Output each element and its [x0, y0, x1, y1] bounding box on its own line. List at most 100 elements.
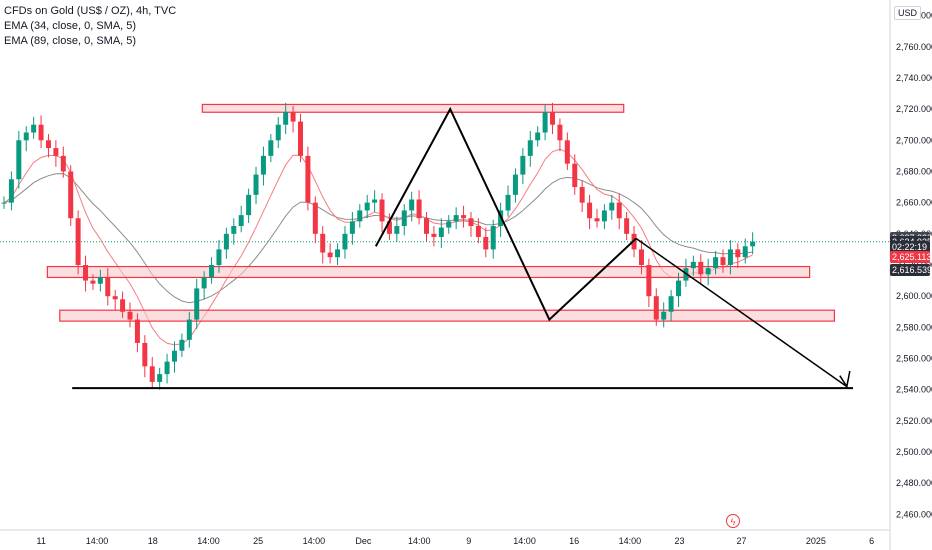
x-tick-label: 18 — [148, 536, 158, 546]
x-tick-label: 9 — [466, 536, 471, 546]
candle-body — [186, 319, 192, 340]
news-flash-icon[interactable]: ϟ — [726, 514, 740, 528]
candle-body — [38, 124, 44, 141]
candle-body — [742, 246, 748, 258]
candle-body — [23, 132, 29, 141]
candle-body — [231, 226, 237, 234]
candle-body — [720, 257, 726, 265]
candle-body — [520, 155, 526, 175]
x-tick-label: 14:00 — [619, 536, 642, 546]
candle-body — [53, 148, 59, 156]
candle-body — [661, 311, 667, 320]
x-tick-label: 14:00 — [86, 536, 109, 546]
candle-body — [616, 202, 622, 219]
candle-body — [260, 155, 266, 175]
zone-rectangle — [59, 309, 836, 322]
candle-body — [490, 226, 496, 250]
currency-label[interactable]: USD — [894, 6, 922, 20]
candle-body — [379, 199, 385, 222]
x-tick-label: 16 — [569, 536, 579, 546]
candle-body — [461, 215, 467, 219]
candle-body — [171, 350, 177, 362]
candle-body — [401, 210, 407, 227]
candle-body — [653, 296, 659, 320]
legend-ema89: EMA (89, close, 0, SMA, 5) — [4, 35, 137, 47]
price-tag: 2,625.113 — [890, 251, 932, 264]
candle-body — [253, 174, 259, 195]
candle-body — [431, 233, 437, 237]
candle-body — [97, 277, 103, 284]
candle-body — [594, 218, 600, 222]
candle-body — [335, 249, 341, 258]
candle-body — [268, 140, 274, 156]
y-tick-label: 2,580.000 — [896, 322, 932, 332]
candle-body — [705, 268, 711, 275]
candle-body — [438, 227, 444, 237]
price-tag: 02:22:19 — [890, 241, 930, 254]
candle-body — [142, 342, 148, 367]
candle-body — [468, 218, 474, 227]
candle-body — [194, 288, 200, 320]
candle-body — [638, 249, 644, 265]
candle-body — [60, 155, 66, 172]
y-tick-label: 2,720.000 — [896, 104, 932, 114]
candle-body — [223, 233, 229, 250]
candle-body — [157, 374, 163, 382]
candle-body — [305, 155, 311, 203]
y-tick-label: 2,540.000 — [896, 385, 932, 395]
candle-body — [735, 249, 741, 258]
candle-body — [201, 277, 207, 289]
candle-body — [579, 187, 585, 203]
chart-legend: CFDs on Gold (US$ / OZ), 4h, TVC EMA (34… — [4, 4, 176, 49]
candle-body — [624, 218, 630, 234]
candle-body — [713, 257, 719, 269]
candle-body — [646, 265, 652, 297]
candle-body — [275, 124, 281, 141]
y-tick-label: 2,480.000 — [896, 478, 932, 488]
candle-body — [424, 218, 430, 234]
candle-body — [609, 202, 615, 211]
x-tick-label: 27 — [736, 536, 746, 546]
candle-body — [542, 112, 548, 133]
candle-body — [31, 124, 37, 133]
candle-body — [372, 199, 378, 203]
candle-body — [112, 296, 118, 300]
x-tick-label: Dec — [355, 536, 372, 546]
candle-body — [475, 226, 481, 237]
candle-body — [453, 215, 459, 222]
y-tick-label: 2,660.000 — [896, 198, 932, 208]
y-tick-label: 2,740.000 — [896, 73, 932, 83]
x-tick-label: 2025 — [806, 536, 826, 546]
candle-body — [512, 174, 518, 195]
candle-body — [75, 218, 81, 265]
candle-body — [446, 221, 452, 228]
candle-body — [601, 210, 607, 222]
ema34-line — [3, 148, 753, 346]
x-tick-label: 14:00 — [513, 536, 536, 546]
candle-body — [527, 140, 533, 156]
candle-body — [216, 249, 222, 265]
arrow-head — [839, 370, 851, 389]
candle-body — [386, 221, 392, 234]
candle-body — [409, 199, 415, 211]
y-tick-label: 2,680.000 — [896, 166, 932, 176]
candle-body — [283, 112, 289, 125]
y-tick-label: 2,700.000 — [896, 135, 932, 145]
candle-body — [535, 132, 541, 141]
candle-body — [149, 366, 155, 382]
x-tick-label: 14:00 — [408, 536, 431, 546]
candle-body — [750, 241, 756, 247]
candle-body — [134, 319, 140, 343]
candle-body — [564, 140, 570, 164]
ema89-line — [3, 173, 753, 304]
candle-body — [1, 202, 7, 204]
candle-body — [357, 210, 363, 222]
x-tick-label: 6 — [869, 536, 874, 546]
projection-arrow — [635, 237, 848, 388]
candle-body — [364, 202, 370, 211]
candle-body — [416, 199, 422, 219]
candle-body — [16, 140, 22, 180]
candle-body — [68, 171, 74, 219]
